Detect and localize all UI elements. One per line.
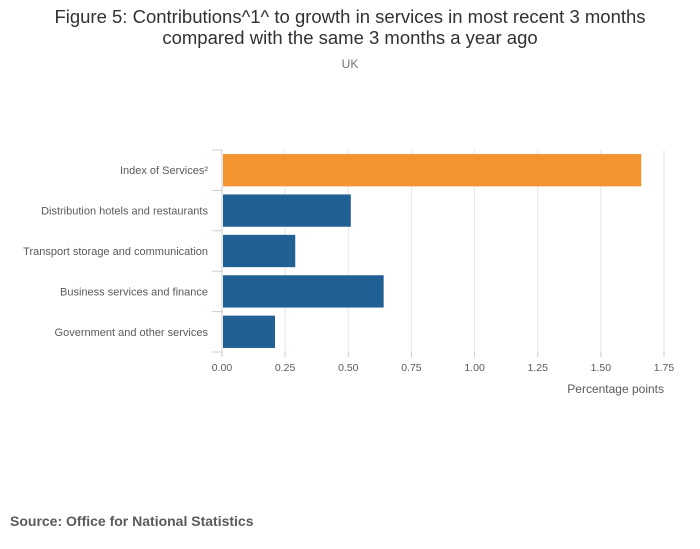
- x-axis-label: Percentage points: [567, 382, 664, 396]
- y-category-label: Transport storage and communication: [23, 246, 208, 258]
- x-tick-label: 0.50: [338, 362, 359, 374]
- x-tick-label: 1.50: [591, 362, 612, 374]
- chart-title-line-1: Figure 5: Contributions^1^ to growth in …: [54, 6, 646, 27]
- x-tick-label: 1.00: [464, 362, 485, 374]
- x-tick-label: 0.00: [212, 362, 233, 374]
- x-axis: 0.00 0.25 0.50 0.75 1.00 1.25 1.50 1.75: [212, 352, 675, 374]
- y-axis: Index of Services² Distribution hotels an…: [23, 149, 223, 353]
- bar[interactable]: [223, 234, 296, 268]
- bar[interactable]: [223, 315, 276, 348]
- bar[interactable]: [223, 194, 351, 227]
- x-tick-label: 1.25: [527, 362, 548, 374]
- source-note: Source: Office for National Statistics: [10, 513, 254, 529]
- y-category-label: Distribution hotels and restaurants: [41, 206, 208, 218]
- chart-subtitle: UK: [341, 57, 359, 71]
- bar[interactable]: [223, 275, 384, 308]
- y-category-label: Government and other services: [55, 327, 209, 339]
- x-tick-label: 0.25: [275, 362, 296, 374]
- chart-title: Figure 5: Contributions^1^ to growth in …: [0, 6, 700, 48]
- y-category-label: Business services and finance: [60, 286, 208, 298]
- x-tick-label: 0.75: [401, 362, 422, 374]
- bar[interactable]: [223, 154, 642, 187]
- chart-title-line-2: compared with the same 3 months a year a…: [162, 27, 538, 48]
- y-category-label: Index of Services²: [120, 165, 208, 177]
- bars: [223, 154, 642, 348]
- x-tick-label: 1.75: [654, 362, 675, 374]
